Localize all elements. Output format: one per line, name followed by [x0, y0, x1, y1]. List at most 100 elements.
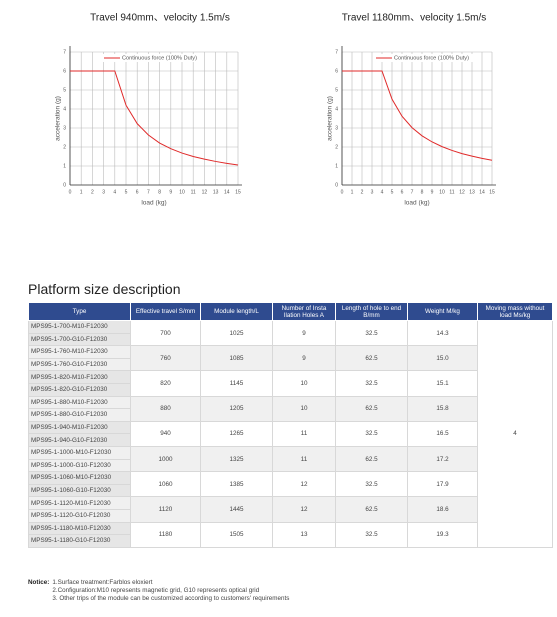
- y-axis-label: acceleration (g): [327, 96, 334, 141]
- moving-mass-cell: 4: [477, 320, 553, 548]
- table-row: MPS95-1-1180-G10-F12030: [28, 534, 553, 548]
- x-tick-label: 11: [191, 189, 196, 195]
- length-cell: 1085: [200, 345, 273, 372]
- series-line: [342, 70, 493, 161]
- type-cell: MPS95-1-760-G10-F12030: [28, 357, 131, 372]
- travel-cell: 1180: [130, 521, 201, 548]
- x-tick-label: 15: [235, 189, 241, 195]
- holes-cell: 11: [272, 420, 336, 447]
- legend-label: Continuous force (100% Duty): [394, 55, 469, 61]
- weight-cell: 18.6: [407, 496, 478, 523]
- x-tick-label: 15: [489, 189, 495, 195]
- x-tick-label: 13: [213, 189, 219, 195]
- length-cell: 1265: [200, 420, 273, 447]
- table-row: MPS95-1-1060-M10-F12030 1060 1385 12 32.5 17.…: [28, 471, 553, 498]
- table-row: MPS95-1-1000-M10-F12030 1000 1325 11 62.5 17.…: [28, 445, 553, 473]
- y-tick-label: 1: [335, 163, 338, 169]
- x-tick-label: 2: [91, 189, 94, 195]
- type-cell: MPS95-1-820-G10-F12030: [28, 382, 131, 397]
- y-tick-label: 4: [335, 106, 338, 112]
- table-row: MPS95-1-880-M10-F12030 880 1205 10 62.5 15.8: [28, 395, 553, 422]
- y-tick-label: 6: [63, 68, 66, 74]
- b-cell: 62.5: [335, 395, 408, 422]
- notice-item: 3. Other trips of the module can be cust…: [52, 595, 290, 602]
- length-cell: 1145: [200, 370, 273, 397]
- weight-cell: 14.3: [407, 319, 478, 347]
- travel-cell: 1120: [130, 496, 201, 523]
- x-tick-label: 3: [102, 189, 105, 195]
- y-tick-label: 5: [335, 87, 338, 93]
- type-cell: MPS95-1-1060-M10-F12030: [28, 471, 131, 485]
- y-tick-label: 2: [335, 144, 338, 150]
- y-tick-label: 6: [335, 68, 338, 74]
- header-cell: Number of Insta llation Holes A: [272, 302, 336, 321]
- type-cell: MPS95-1-1000-G10-F12030: [28, 458, 131, 473]
- charts: Travel 940mm、velocity 1.5m/s acceleration…: [55, 13, 496, 207]
- travel-cell: 700: [130, 319, 201, 347]
- type-cell: MPS95-1-700-G10-F12030: [28, 332, 131, 347]
- x-axis-label: load (kg): [404, 200, 429, 207]
- length-cell: 1205: [200, 395, 273, 422]
- x-tick-label: 9: [431, 189, 434, 195]
- b-cell: 62.5: [335, 345, 408, 372]
- x-tick-label: 12: [459, 189, 465, 195]
- holes-cell: 12: [272, 471, 336, 498]
- type-cell: MPS95-1-880-M10-F12030: [28, 395, 131, 410]
- b-cell: 32.5: [335, 420, 408, 447]
- x-tick-label: 12: [202, 189, 208, 195]
- weight-cell: 17.2: [407, 445, 478, 473]
- type-cell: MPS95-1-880-G10-F12030: [28, 408, 131, 422]
- x-tick-label: 7: [411, 189, 414, 195]
- x-tick-label: 7: [147, 189, 150, 195]
- y-tick-label: 7: [335, 49, 338, 55]
- x-tick-label: 4: [381, 189, 384, 195]
- chart-title: Travel 940mm、velocity 1.5m/s: [90, 13, 230, 24]
- legend-label: Continuous force (100% Duty): [122, 55, 197, 61]
- holes-cell: 13: [272, 521, 336, 548]
- x-tick-label: 6: [401, 189, 404, 195]
- holes-cell: 10: [272, 395, 336, 422]
- x-tick-label: 4: [113, 189, 116, 195]
- length-cell: 1325: [200, 445, 273, 473]
- x-tick-label: 0: [69, 189, 72, 195]
- travel-cell: 820: [130, 370, 201, 397]
- type-cell: MPS95-1-1180-M10-F12030: [28, 521, 131, 536]
- x-tick-label: 1: [351, 189, 354, 195]
- holes-cell: 12: [272, 496, 336, 523]
- type-cell: MPS95-1-1120-G10-F12030: [28, 508, 131, 523]
- x-tick-label: 9: [169, 189, 172, 195]
- notice: Notice: 1.Surface treatment:Farblos eloxi…: [28, 579, 289, 603]
- table-row: MPS95-1-880-G10-F12030: [28, 408, 553, 422]
- x-tick-label: 8: [421, 189, 424, 195]
- notice-items: 1.Surface treatment:Farblos eloxiert 2.Co…: [52, 579, 289, 603]
- weight-cell: 16.5: [407, 420, 478, 447]
- x-axis-label: load (kg): [141, 200, 166, 207]
- type-cell: MPS95-1-940-M10-F12030: [28, 420, 131, 435]
- b-cell: 62.5: [335, 496, 408, 523]
- x-tick-label: 6: [136, 189, 139, 195]
- type-cell: MPS95-1-1180-G10-F12030: [28, 534, 131, 548]
- travel-cell: 1060: [130, 471, 201, 498]
- x-tick-label: 11: [449, 189, 454, 195]
- table-row: MPS95-1-760-M10-F12030 760 1085 9 62.5 15.0: [28, 345, 553, 372]
- weight-cell: 15.1: [407, 370, 478, 397]
- legend-box: [102, 54, 202, 62]
- table-row: MPS95-1-700-G10-F12030: [28, 332, 553, 347]
- y-tick-label: 1: [63, 163, 66, 169]
- length-cell: 1505: [200, 521, 273, 548]
- length-cell: 1025: [200, 319, 273, 347]
- holes-cell: 11: [272, 445, 336, 473]
- weight-cell: 15.0: [407, 345, 478, 372]
- x-tick-label: 13: [469, 189, 475, 195]
- notice-label: Notice:: [28, 579, 50, 586]
- notice-item: 1.Surface treatment:Farblos eloxiert: [52, 579, 153, 586]
- y-tick-label: 7: [63, 49, 66, 55]
- header-cell: Type: [28, 302, 131, 321]
- travel-cell: 760: [130, 345, 201, 372]
- y-axis-label: acceleration (g): [55, 96, 62, 141]
- b-cell: 62.5: [335, 445, 408, 473]
- x-tick-label: 5: [391, 189, 394, 195]
- travel-cell: 880: [130, 395, 201, 422]
- y-tick-label: 3: [335, 125, 338, 131]
- holes-cell: 9: [272, 345, 336, 372]
